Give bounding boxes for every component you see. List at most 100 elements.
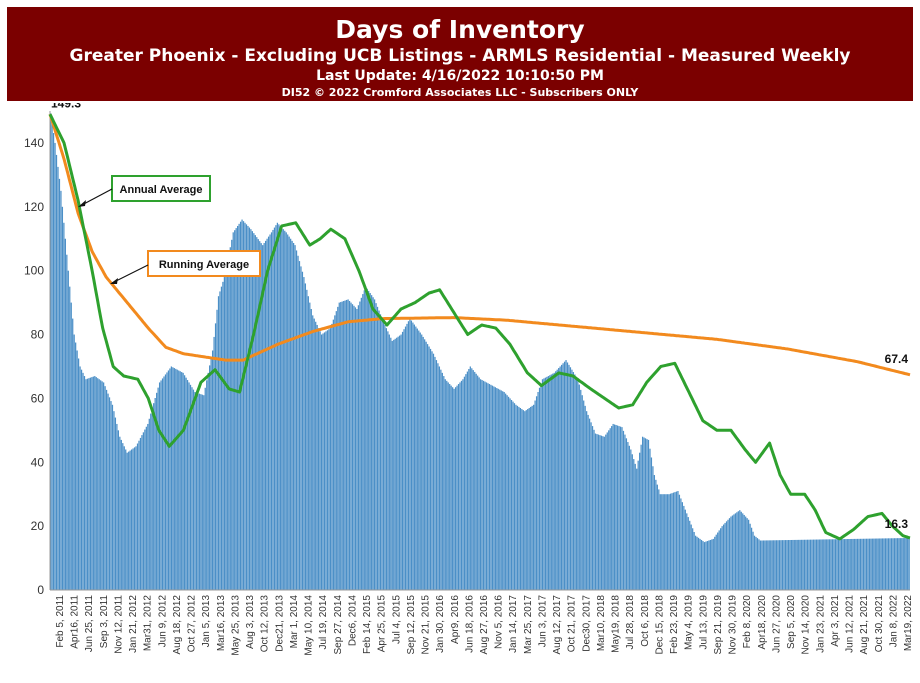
- weekly-bar: [639, 452, 641, 590]
- weekly-bar: [297, 255, 299, 590]
- weekly-bar: [649, 448, 651, 590]
- x-tick-label: Nov 14, 2020: [801, 595, 812, 655]
- weekly-bar: [805, 539, 807, 590]
- weekly-bar: [764, 540, 766, 590]
- x-tick-label: Dec21, 2013: [274, 595, 285, 652]
- weekly-bar: [428, 346, 430, 590]
- weekly-bar: [823, 539, 825, 590]
- weekly-bar: [298, 261, 301, 590]
- x-tick-label: Mar19, 2022: [903, 595, 914, 652]
- x-tick-label: Nov 5, 2016: [494, 595, 505, 649]
- x-tick-label: May 25, 2013: [230, 595, 241, 656]
- axes: 0 20 40 60 80 100 120 140 Feb 5, 2011 Apr16, 2011…: [24, 111, 914, 656]
- weekly-bar: [553, 372, 555, 590]
- weekly-bar: [702, 541, 704, 590]
- weekly-bar: [306, 289, 308, 590]
- weekly-bar: [806, 539, 809, 590]
- weekly-bar: [892, 538, 894, 590]
- weekly-bar: [521, 409, 523, 590]
- y-tick-label: 40: [31, 455, 45, 469]
- weekly-bar: [107, 393, 109, 590]
- weekly-bar: [640, 444, 642, 590]
- weekly-bar: [509, 398, 511, 590]
- x-tick-label: Oct 21, 2017: [567, 595, 578, 653]
- weekly-bar: [799, 539, 801, 590]
- weekly-bar: [410, 320, 413, 590]
- weekly-bar: [653, 475, 656, 590]
- weekly-bar: [245, 224, 248, 591]
- weekly-bar: [659, 494, 661, 590]
- weekly-bar: [344, 300, 346, 590]
- annual-average-line: [48, 113, 911, 541]
- weekly-bar: [63, 222, 65, 590]
- weekly-bar: [466, 371, 468, 590]
- weekly-bar: [469, 366, 471, 590]
- weekly-bar: [677, 491, 679, 590]
- weekly-bar: [656, 484, 658, 590]
- weekly-bar: [667, 494, 669, 590]
- weekly-bar: [188, 382, 190, 590]
- weekly-bar: [328, 329, 330, 590]
- weekly-bar: [304, 283, 307, 590]
- last-update-label: Last Update: 4/16/2022 10:10:50 PM: [316, 68, 604, 84]
- weekly-bar: [122, 443, 124, 590]
- x-tick-label: Sep 5, 2020: [786, 595, 797, 649]
- weekly-bar: [326, 330, 329, 590]
- weekly-bar: [335, 311, 337, 590]
- x-tick-label: May19, 2018: [611, 595, 622, 653]
- weekly-bar: [851, 538, 853, 590]
- weekly-bar: [771, 540, 773, 590]
- weekly-bar: [166, 372, 168, 590]
- weekly-bar: [88, 378, 90, 590]
- weekly-bar: [250, 229, 252, 590]
- weekly-bar: [718, 530, 720, 590]
- x-tick-label: Oct 27, 2012: [187, 595, 198, 653]
- weekly-bar: [279, 225, 281, 590]
- weekly-bar: [142, 432, 145, 590]
- copyright-label: DI52 © 2022 Cromford Associates LLC - Su…: [281, 86, 639, 99]
- weekly-bar: [291, 240, 293, 591]
- weekly-bar: [192, 389, 195, 590]
- weekly-bar: [497, 388, 499, 590]
- x-tick-label: Apr 25, 2015: [377, 595, 388, 653]
- weekly-bar: [239, 221, 242, 590]
- weekly-bar: [622, 430, 625, 590]
- weekly-bar: [541, 379, 544, 590]
- weekly-bar: [879, 538, 881, 590]
- weekly-bar: [315, 321, 317, 590]
- weekly-bar: [575, 376, 577, 590]
- weekly-bar: [678, 494, 681, 590]
- weekly-bar: [97, 378, 99, 590]
- weekly-bar: [720, 528, 722, 590]
- weekly-bar: [815, 539, 817, 590]
- weekly-bar: [767, 540, 769, 590]
- weekly-bar: [353, 305, 355, 590]
- weekly-bar: [424, 339, 426, 590]
- weekly-bar: [396, 337, 398, 590]
- weekly-bar: [830, 539, 832, 590]
- weekly-bar: [418, 330, 420, 590]
- weekly-bar: [485, 382, 488, 590]
- weekly-bar: [394, 338, 396, 590]
- weekly-bar: [865, 538, 868, 590]
- y-tick-label: 60: [31, 391, 45, 405]
- weekly-bar: [210, 357, 212, 590]
- weekly-bar: [457, 384, 460, 590]
- weekly-bar: [708, 540, 710, 590]
- weekly-bar: [425, 341, 427, 590]
- weekly-bar: [234, 230, 236, 590]
- x-tick-label: Mar10, 2018: [596, 595, 607, 652]
- x-tick-label: Dec 15, 2018: [654, 595, 665, 655]
- weekly-bar: [132, 448, 134, 590]
- weekly-bar: [404, 326, 407, 590]
- weekly-bar: [742, 513, 744, 590]
- weekly-bar: [478, 377, 480, 590]
- weekly-bar: [260, 243, 262, 590]
- weekly-bar: [460, 380, 463, 590]
- weekly-bar: [902, 538, 904, 590]
- weekly-bar: [136, 443, 139, 590]
- weekly-bar: [381, 318, 383, 590]
- weekly-bar: [535, 396, 538, 590]
- weekly-bar: [644, 438, 647, 590]
- weekly-bar: [257, 239, 259, 590]
